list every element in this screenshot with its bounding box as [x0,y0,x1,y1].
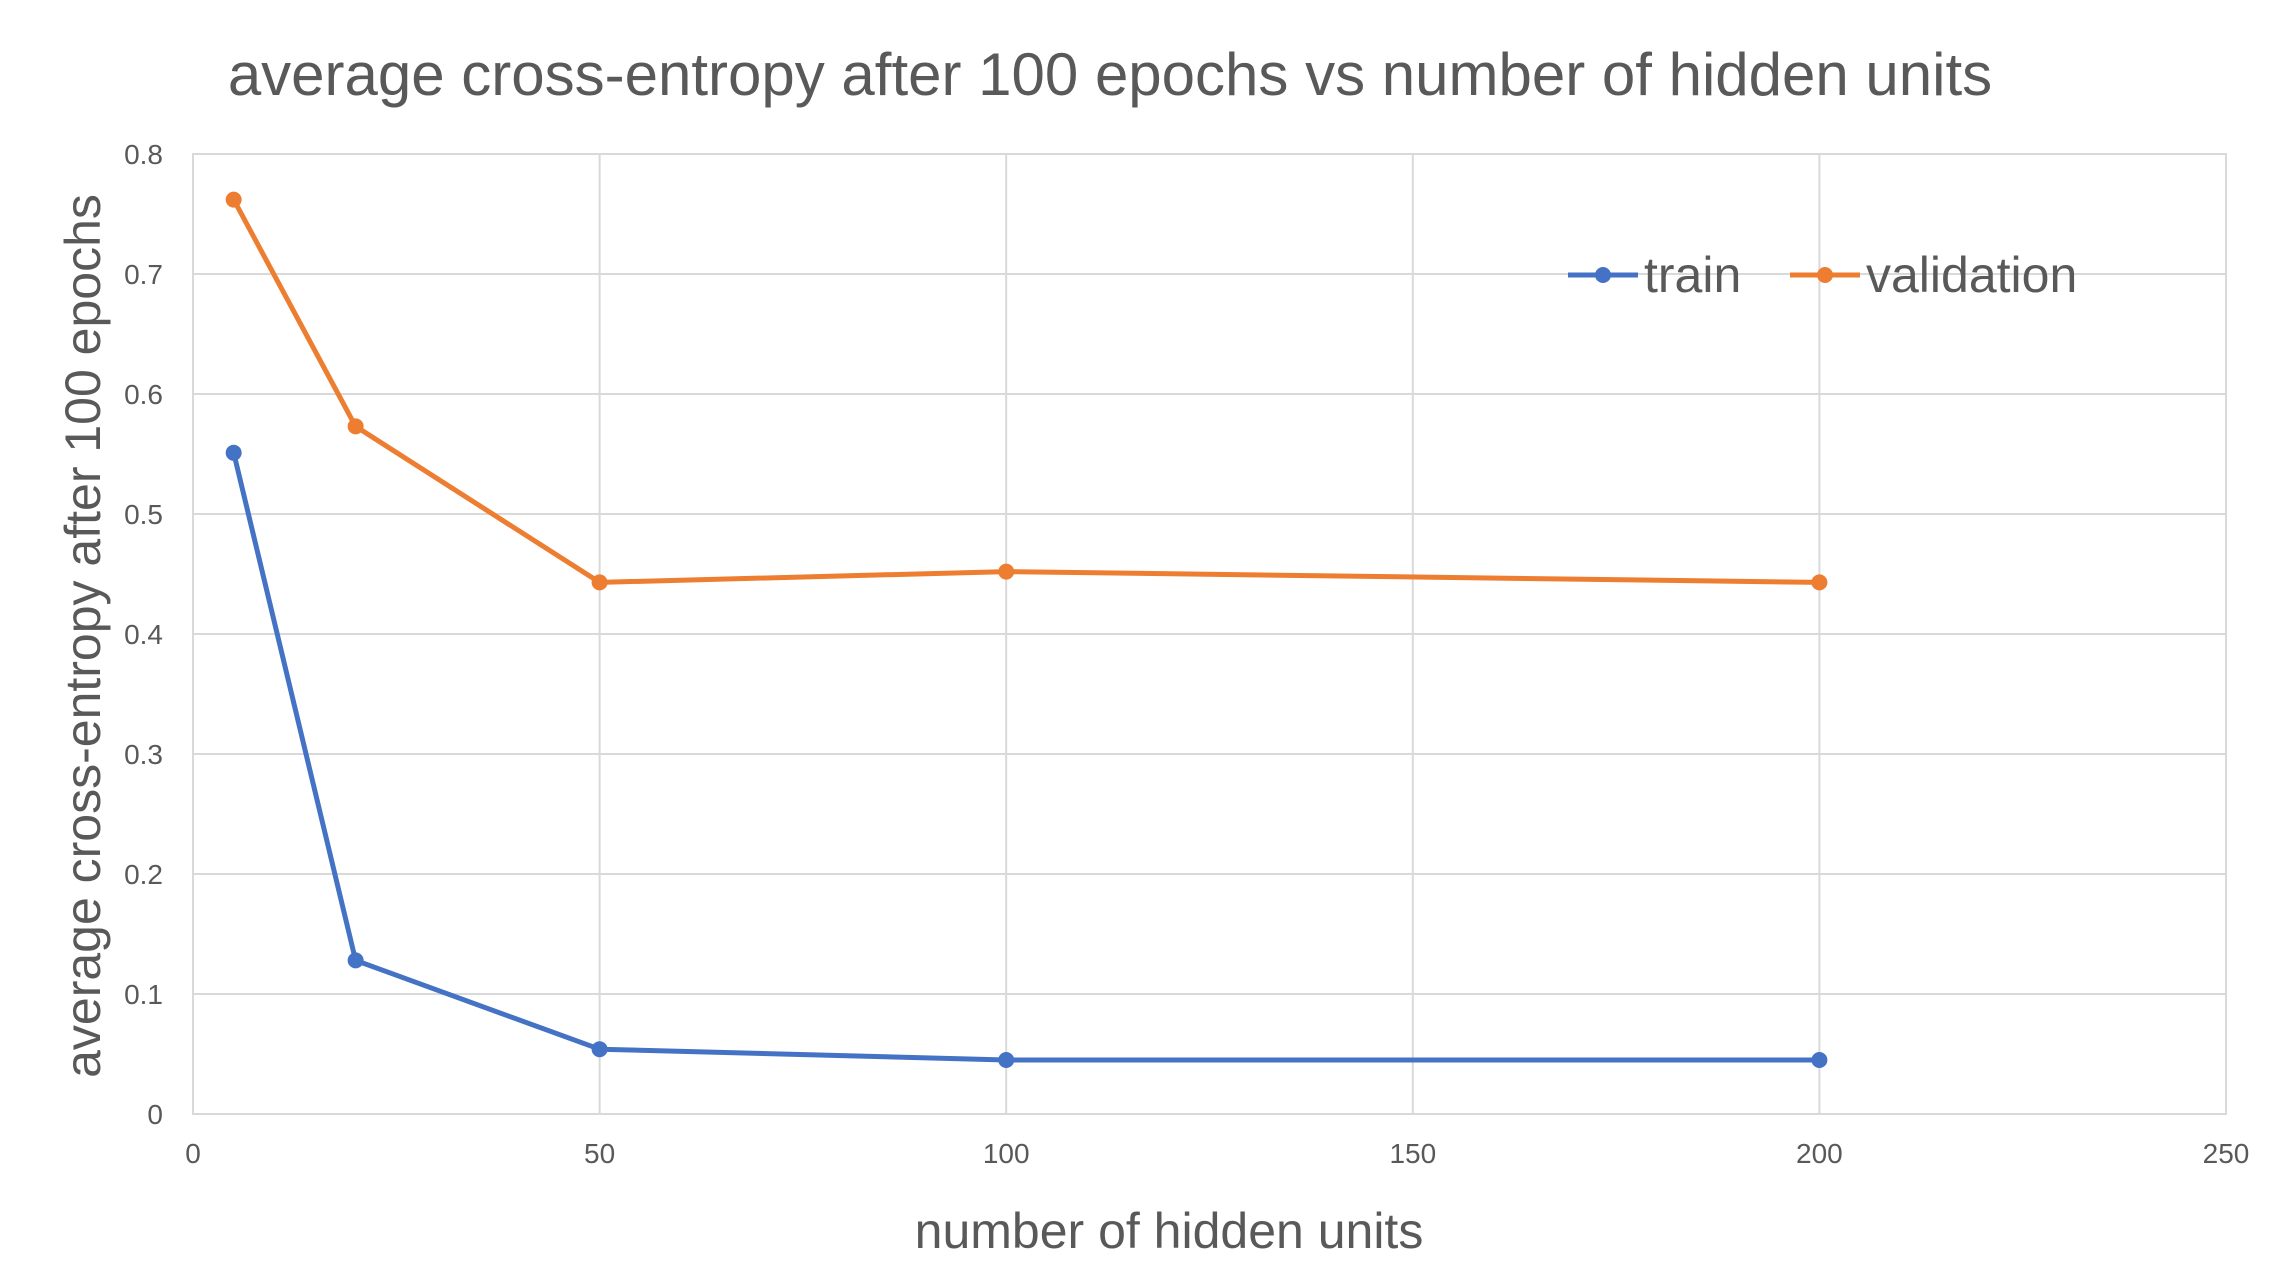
y-tick-label: 0.2 [124,859,163,890]
tick-labels: 0 0.1 0.2 0.3 0.4 0.5 0.6 0.7 0.8 0 50 100 150 200 250 [124,139,2249,1169]
x-axis-title: number of hidden units [915,1203,1424,1259]
y-tick-label: 0 [147,1099,163,1130]
y-axis-title: average cross-entropy after 100 epochs [55,194,111,1078]
x-tick-label: 150 [1389,1138,1436,1169]
y-tick-label: 0.8 [124,139,163,170]
legend-train-marker [1595,267,1611,283]
y-tick-label: 0.4 [124,619,163,650]
x-tick-label: 200 [1796,1138,1843,1169]
train-series-line [231,450,1822,1063]
chart-title: average cross-entropy after 100 epochs v… [228,41,1992,108]
legend-validation-label: validation [1866,247,2077,303]
train-data-point [1811,1052,1828,1068]
y-tick-label: 0.7 [124,259,163,290]
validation-data-point [347,418,364,435]
y-tick-label: 0.5 [124,499,163,530]
validation-data-point [225,191,242,208]
series [225,191,1828,1068]
validation-data-point [1811,574,1828,591]
legend: train validation [1568,247,2077,303]
x-tick-label: 0 [185,1138,201,1169]
validation-series-line [231,197,1822,585]
train-data-point [225,444,242,461]
y-tick-label: 0.6 [124,379,163,410]
x-tick-label: 50 [584,1138,615,1169]
y-tick-label: 0.3 [124,739,163,770]
legend-validation-marker [1817,267,1833,283]
legend-train-label: train [1644,247,1741,303]
gridlines [192,153,2227,1115]
train-data-point [347,952,364,969]
y-tick-label: 0.1 [124,979,163,1010]
train-data-point [998,1052,1015,1068]
x-tick-label: 100 [983,1138,1030,1169]
x-tick-label: 250 [2203,1138,2250,1169]
validation-data-point [591,574,608,591]
train-data-point [591,1041,608,1058]
validation-data-point [998,563,1015,580]
